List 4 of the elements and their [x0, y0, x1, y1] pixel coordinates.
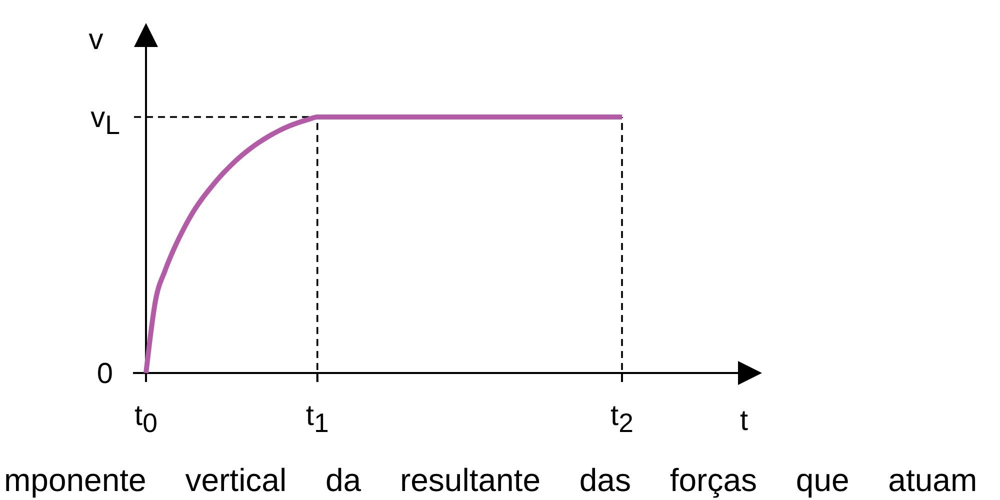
text: mponente vertical da resultante das forças que atuam [4, 462, 978, 498]
y-axis-title: v [88, 24, 104, 56]
annotation: 0 [96, 358, 113, 390]
x-axis-title: t [740, 405, 748, 437]
